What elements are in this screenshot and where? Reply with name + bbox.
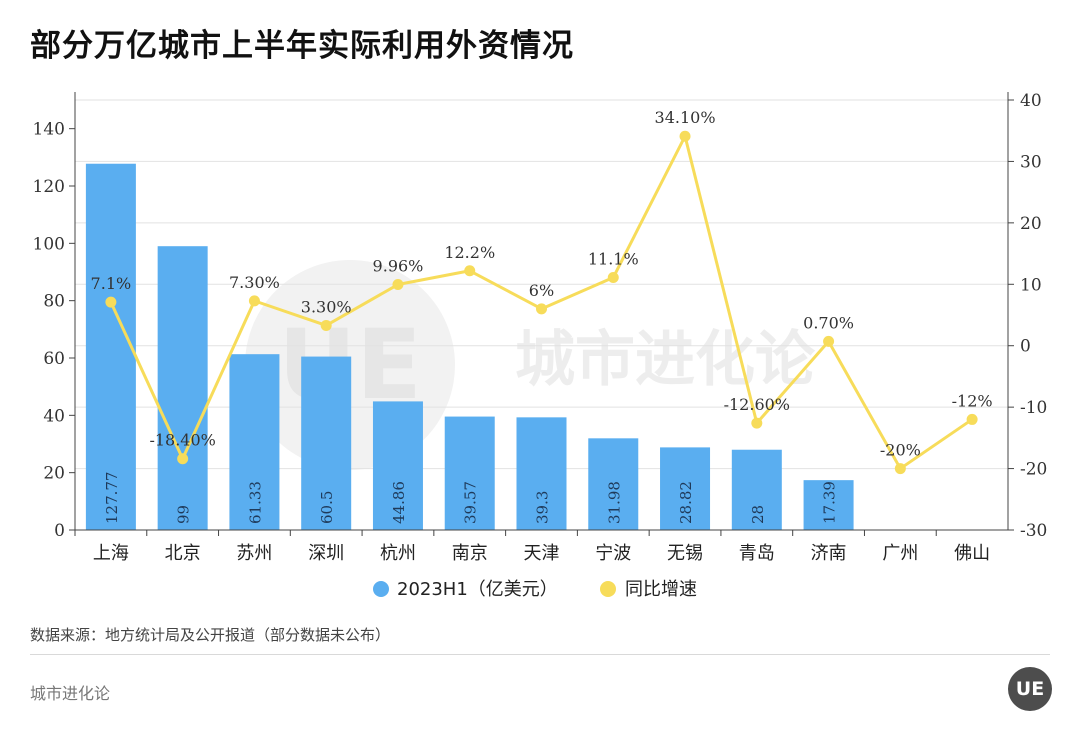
x-tick-label: 青岛 — [739, 543, 775, 564]
legend-label-bar: 2023H1（亿美元） — [397, 579, 558, 600]
legend-label-line: 同比增速 — [625, 579, 697, 600]
bar-value-label: 61.33 — [246, 481, 264, 524]
growth-point — [894, 463, 906, 475]
legend: 2023H1（亿美元） 同比增速 — [373, 579, 697, 600]
growth-point — [392, 279, 404, 291]
bars: 127.77 99 61.33 60.5 44.86 39.57 39.3 31.98 28.8… — [85, 163, 854, 530]
x-tick-label: 宁波 — [595, 543, 631, 564]
legend-marker-bar — [373, 581, 389, 597]
growth-point — [607, 272, 619, 284]
right-tick-label: 0 — [1020, 337, 1031, 357]
growth-label: 9.96% — [373, 257, 424, 276]
x-tick-label: 北京 — [165, 543, 201, 564]
right-tick-label: 30 — [1020, 152, 1042, 172]
growth-label: 11.1% — [588, 250, 639, 269]
bar-value-label: 44.86 — [390, 481, 408, 524]
left-tick-label: 120 — [33, 177, 65, 197]
x-tick-label: 济南 — [811, 543, 847, 564]
bar-value-label: 127.77 — [103, 472, 121, 525]
bar — [660, 447, 711, 530]
legend-marker-line — [600, 581, 616, 597]
growth-point — [105, 296, 117, 308]
growth-label: 7.1% — [91, 274, 132, 293]
bar — [229, 354, 280, 530]
axes: 0 20 40 60 80 100 120 140 -30 -20 -10 0 10 20 30 40 上海 北京… — [33, 91, 1048, 564]
growth-point — [966, 413, 978, 425]
left-tick-label: 60 — [43, 349, 65, 369]
left-tick-label: 140 — [33, 120, 65, 140]
bar-value-label: 17.39 — [821, 481, 839, 524]
left-tick-label: 20 — [43, 464, 65, 484]
growth-label: 6% — [529, 281, 554, 300]
bar — [85, 163, 136, 530]
bar — [803, 480, 854, 530]
x-tick-label: 佛山 — [954, 543, 990, 564]
bar-value-label: 99 — [175, 505, 193, 524]
bar-value-label: 60.5 — [318, 491, 336, 524]
brand-name: 城市进化论 — [30, 684, 111, 703]
x-tick-label: 上海 — [93, 543, 129, 564]
brand-logo: UE — [1008, 667, 1052, 711]
x-tick-label: 广州 — [882, 543, 918, 564]
x-tick-label: 南京 — [452, 543, 488, 564]
bar-value-label: 39.3 — [534, 491, 552, 524]
bar — [301, 356, 352, 530]
growth-point — [464, 265, 476, 277]
chart-title: 部分万亿城市上半年实际利用外资情况 — [30, 28, 574, 64]
bar — [588, 438, 639, 530]
growth-label: 12.2% — [444, 243, 495, 262]
growth-label: -12.60% — [724, 395, 790, 414]
growth-point — [751, 417, 763, 429]
growth-point — [248, 295, 260, 307]
growth-label: 0.70% — [803, 313, 854, 332]
right-tick-label: -30 — [1020, 521, 1047, 541]
bar-value-label: 31.98 — [605, 481, 623, 524]
growth-point — [320, 319, 332, 331]
bar-value-label: 28.82 — [677, 481, 695, 524]
bar — [372, 401, 423, 530]
growth-label: 7.30% — [229, 273, 280, 292]
growth-point — [679, 130, 691, 142]
x-tick-label: 苏州 — [236, 543, 272, 564]
divider — [30, 654, 1050, 655]
growth-point — [823, 335, 835, 347]
growth-label: -20% — [880, 441, 921, 460]
growth-label: 3.30% — [301, 297, 352, 316]
right-tick-label: 20 — [1020, 214, 1042, 234]
x-tick-label: 深圳 — [308, 543, 344, 564]
growth-point — [177, 453, 189, 465]
x-tick-label: 天津 — [524, 543, 560, 564]
left-tick-label: 0 — [54, 521, 65, 541]
right-tick-label: 40 — [1020, 91, 1042, 111]
watermark-text: 城市进化论 — [515, 325, 816, 395]
growth-label: -12% — [952, 391, 993, 410]
left-tick-label: 80 — [43, 292, 65, 312]
bar — [444, 416, 495, 530]
right-tick-label: 10 — [1020, 275, 1042, 295]
x-tick-label: 无锡 — [667, 543, 703, 564]
bar — [731, 449, 782, 530]
chart: UE 城市进化论 127.779961.3360.544.8639.5739.3… — [33, 91, 1048, 600]
bar — [516, 417, 567, 530]
growth-line: 7.1% -18.40% 7.30% 3.30% 9.96% 12.2% 6% 11.1% 34… — [91, 108, 993, 475]
bar — [157, 246, 208, 530]
right-tick-label: -20 — [1020, 460, 1047, 480]
bar-value-label: 28 — [749, 505, 767, 524]
left-tick-label: 40 — [43, 406, 65, 426]
bar-value-label: 39.57 — [462, 481, 480, 524]
x-tick-label: 杭州 — [380, 543, 416, 564]
growth-label: -18.40% — [149, 431, 215, 450]
source-note: 数据来源：地方统计局及公开报道（部分数据未公布） — [30, 626, 391, 644]
growth-label: 34.10% — [655, 108, 716, 127]
growth-point — [536, 303, 547, 315]
right-tick-label: -10 — [1020, 398, 1047, 418]
left-tick-label: 100 — [33, 234, 65, 254]
